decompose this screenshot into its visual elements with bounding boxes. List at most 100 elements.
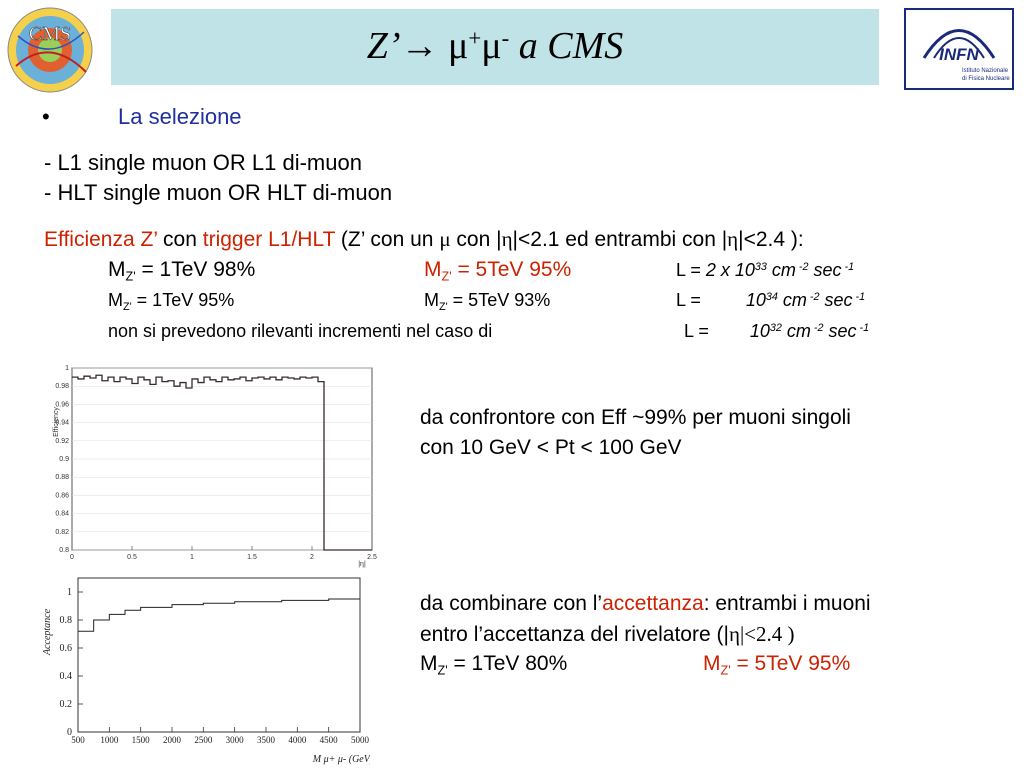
selection-line-2: - HLT single muon OR HLT di-muon bbox=[44, 180, 393, 205]
acc-m1: M bbox=[420, 652, 438, 675]
acc-sub1: Z' bbox=[437, 663, 448, 678]
acceptance-x-tick: 4500 bbox=[320, 735, 339, 745]
efficiency-y-tick: 0.94 bbox=[55, 420, 69, 427]
row3-sec: sec bbox=[823, 321, 857, 341]
efficiency-y-tick: 0.9 bbox=[59, 456, 69, 463]
efficiency-plot-grid bbox=[71, 367, 373, 551]
acceptance-y-tick: 0.6 bbox=[60, 643, 73, 654]
acc-note-line-1: da combinare con l’accettanza: entrambi … bbox=[420, 592, 871, 616]
acceptance-x-tick: 500 bbox=[71, 735, 85, 745]
row2-cmexp: -2 bbox=[806, 291, 820, 304]
row1-lv: 2 x 10 bbox=[705, 260, 755, 280]
eff-con: con bbox=[157, 228, 203, 251]
acc-note-line-3a: MZ' = 1TeV 80% bbox=[420, 652, 567, 678]
infn-sub2: di Fisica Nucleare bbox=[962, 76, 1010, 82]
acc-note-eta: η bbox=[728, 622, 740, 646]
section-heading: La selezione bbox=[118, 104, 242, 129]
efficiency-x-tick: 2 bbox=[310, 554, 314, 561]
eff-row-1-lumi: L = 2 x 1033 cm -2 sec -1 bbox=[676, 260, 854, 281]
row2-cm: cm bbox=[777, 290, 807, 310]
efficiency-y-tick: 0.82 bbox=[55, 529, 69, 536]
eff-note-line-2: con 10 GeV < Pt < 100 GeV bbox=[420, 436, 682, 459]
eff-cond-d: |<2.4 ): bbox=[738, 228, 804, 251]
eff-row-2-mz1: MZ' = 1TeV 95% bbox=[108, 290, 234, 312]
row1-exp: 33 bbox=[754, 261, 767, 274]
acc-note-1c: : entrambi i muoni bbox=[703, 592, 871, 615]
bullet-symbol: • bbox=[42, 104, 50, 129]
row1-m1: M bbox=[108, 258, 126, 281]
eff-cond-c: |<2.1 ed entrambi con | bbox=[512, 228, 728, 251]
efficiency-y-tick: 0.92 bbox=[55, 438, 69, 445]
efficiency-x-tick: 2.5 bbox=[367, 554, 377, 561]
row1-v2: = 5TeV 95% bbox=[451, 258, 572, 281]
cms-logo-text: CMS bbox=[29, 23, 71, 45]
acceptance-y-tick: 0.4 bbox=[60, 671, 73, 682]
efficiency-xlabel: |η| bbox=[358, 561, 366, 568]
efficiency-y-tick: 0.98 bbox=[55, 383, 69, 390]
acceptance-x-tick: 5000 bbox=[351, 735, 370, 745]
title-prefix: Z’→ bbox=[366, 25, 449, 67]
eff-row-2-mz2: MZ' = 5TeV 93% bbox=[424, 290, 550, 313]
row1-cmexp: -2 bbox=[795, 261, 809, 274]
eff-row-3-lumi: L = 1032 cm -2 sec -1 bbox=[684, 321, 869, 342]
row2-L: L = bbox=[676, 290, 706, 310]
efficiency-x-tick: 0.5 bbox=[127, 554, 137, 561]
efficiency-x-tick: 1.5 bbox=[247, 554, 257, 561]
efficiency-x-tick: 1 bbox=[190, 554, 194, 561]
eff-eta-1: η bbox=[501, 227, 513, 251]
row3-exp: 32 bbox=[769, 322, 782, 335]
title-suffix: a CMS bbox=[509, 25, 624, 67]
infn-sub1: Istituto Nazionale bbox=[962, 68, 1009, 74]
infn-logo: INFN Istituto Nazionale di Fisica Nuclea… bbox=[904, 8, 1014, 90]
efficiency-x-tick: 0 bbox=[70, 554, 74, 561]
eff-eta-2: η bbox=[727, 227, 739, 251]
acc-note-line-2: entro l’accettanza del rivelatore (|η|<2… bbox=[420, 622, 794, 647]
slide-title: Z’→ μ+μ- a CMS bbox=[111, 24, 879, 68]
title-minus: - bbox=[501, 25, 510, 51]
title-mu-minus: μ bbox=[481, 25, 502, 67]
acceptance-x-tick: 2000 bbox=[163, 735, 182, 745]
acc-note-1b: accettanza bbox=[602, 592, 704, 615]
acc-sub2: Z' bbox=[720, 663, 731, 678]
row3-lv: 10 bbox=[749, 321, 770, 341]
eff-row-1-mz1: MZ' = 1TeV 98% bbox=[108, 258, 255, 284]
row2-m2: M bbox=[424, 290, 439, 310]
row1-cm: cm bbox=[766, 260, 796, 280]
efficiency-y-tick: 1 bbox=[65, 365, 69, 372]
efficiency-y-tick: 0.84 bbox=[55, 511, 69, 518]
row2-sub2: Z' bbox=[439, 300, 448, 313]
row2-exp: 34 bbox=[765, 291, 778, 304]
efficiency-y-tick: 0.88 bbox=[55, 474, 69, 481]
title-plus: + bbox=[468, 25, 482, 51]
row1-sub1: Z' bbox=[125, 269, 136, 284]
row3-secexp: -1 bbox=[856, 322, 870, 335]
acc-note-2b: |<2.4 ) bbox=[739, 622, 795, 646]
eff-row-3-text: non si prevedono rilevanti incrementi ne… bbox=[108, 321, 493, 341]
row2-lv: 10 bbox=[745, 290, 766, 310]
efficiency-ylabel: Efficiency bbox=[53, 407, 60, 437]
title-mu-plus: μ bbox=[448, 25, 469, 67]
row3-cmexp: -2 bbox=[810, 322, 824, 335]
acceptance-y-tick: 1 bbox=[67, 587, 72, 598]
acceptance-xlabel: M μ+ μ- (GeV) bbox=[312, 754, 370, 765]
efficiency-line: Efficienza Z’ con trigger L1/HLT (Z’ con… bbox=[44, 227, 804, 252]
row1-m2: M bbox=[424, 258, 442, 281]
efficiency-plot-ticks: 0.8 0.82 0.84 0.86 0.88 0.9 0.92 0.94 0.96 0.98 1 0… bbox=[55, 365, 377, 561]
eff-trigger: trigger L1/HLT bbox=[202, 228, 336, 251]
acc-note-2a: entro l’accettanza del rivelatore (| bbox=[420, 623, 729, 646]
selection-line-1: - L1 single muon OR L1 di-muon bbox=[44, 150, 362, 175]
efficiency-y-tick: 0.8 bbox=[59, 547, 69, 554]
cms-logo: CMS bbox=[7, 7, 93, 93]
row1-secexp: -1 bbox=[841, 261, 855, 274]
acceptance-y-tick: 0 bbox=[67, 727, 72, 738]
row1-sub2: Z' bbox=[441, 269, 452, 284]
acceptance-x-tick: 1500 bbox=[132, 735, 151, 745]
acceptance-series-line bbox=[78, 598, 360, 632]
efficiency-series-line bbox=[72, 374, 372, 551]
acceptance-x-tick: 1000 bbox=[100, 735, 119, 745]
row2-m1: M bbox=[108, 290, 123, 310]
eff-row-2-lumi: L = 1034 cm -2 sec -1 bbox=[676, 290, 865, 311]
row1-L: L = bbox=[676, 260, 706, 280]
